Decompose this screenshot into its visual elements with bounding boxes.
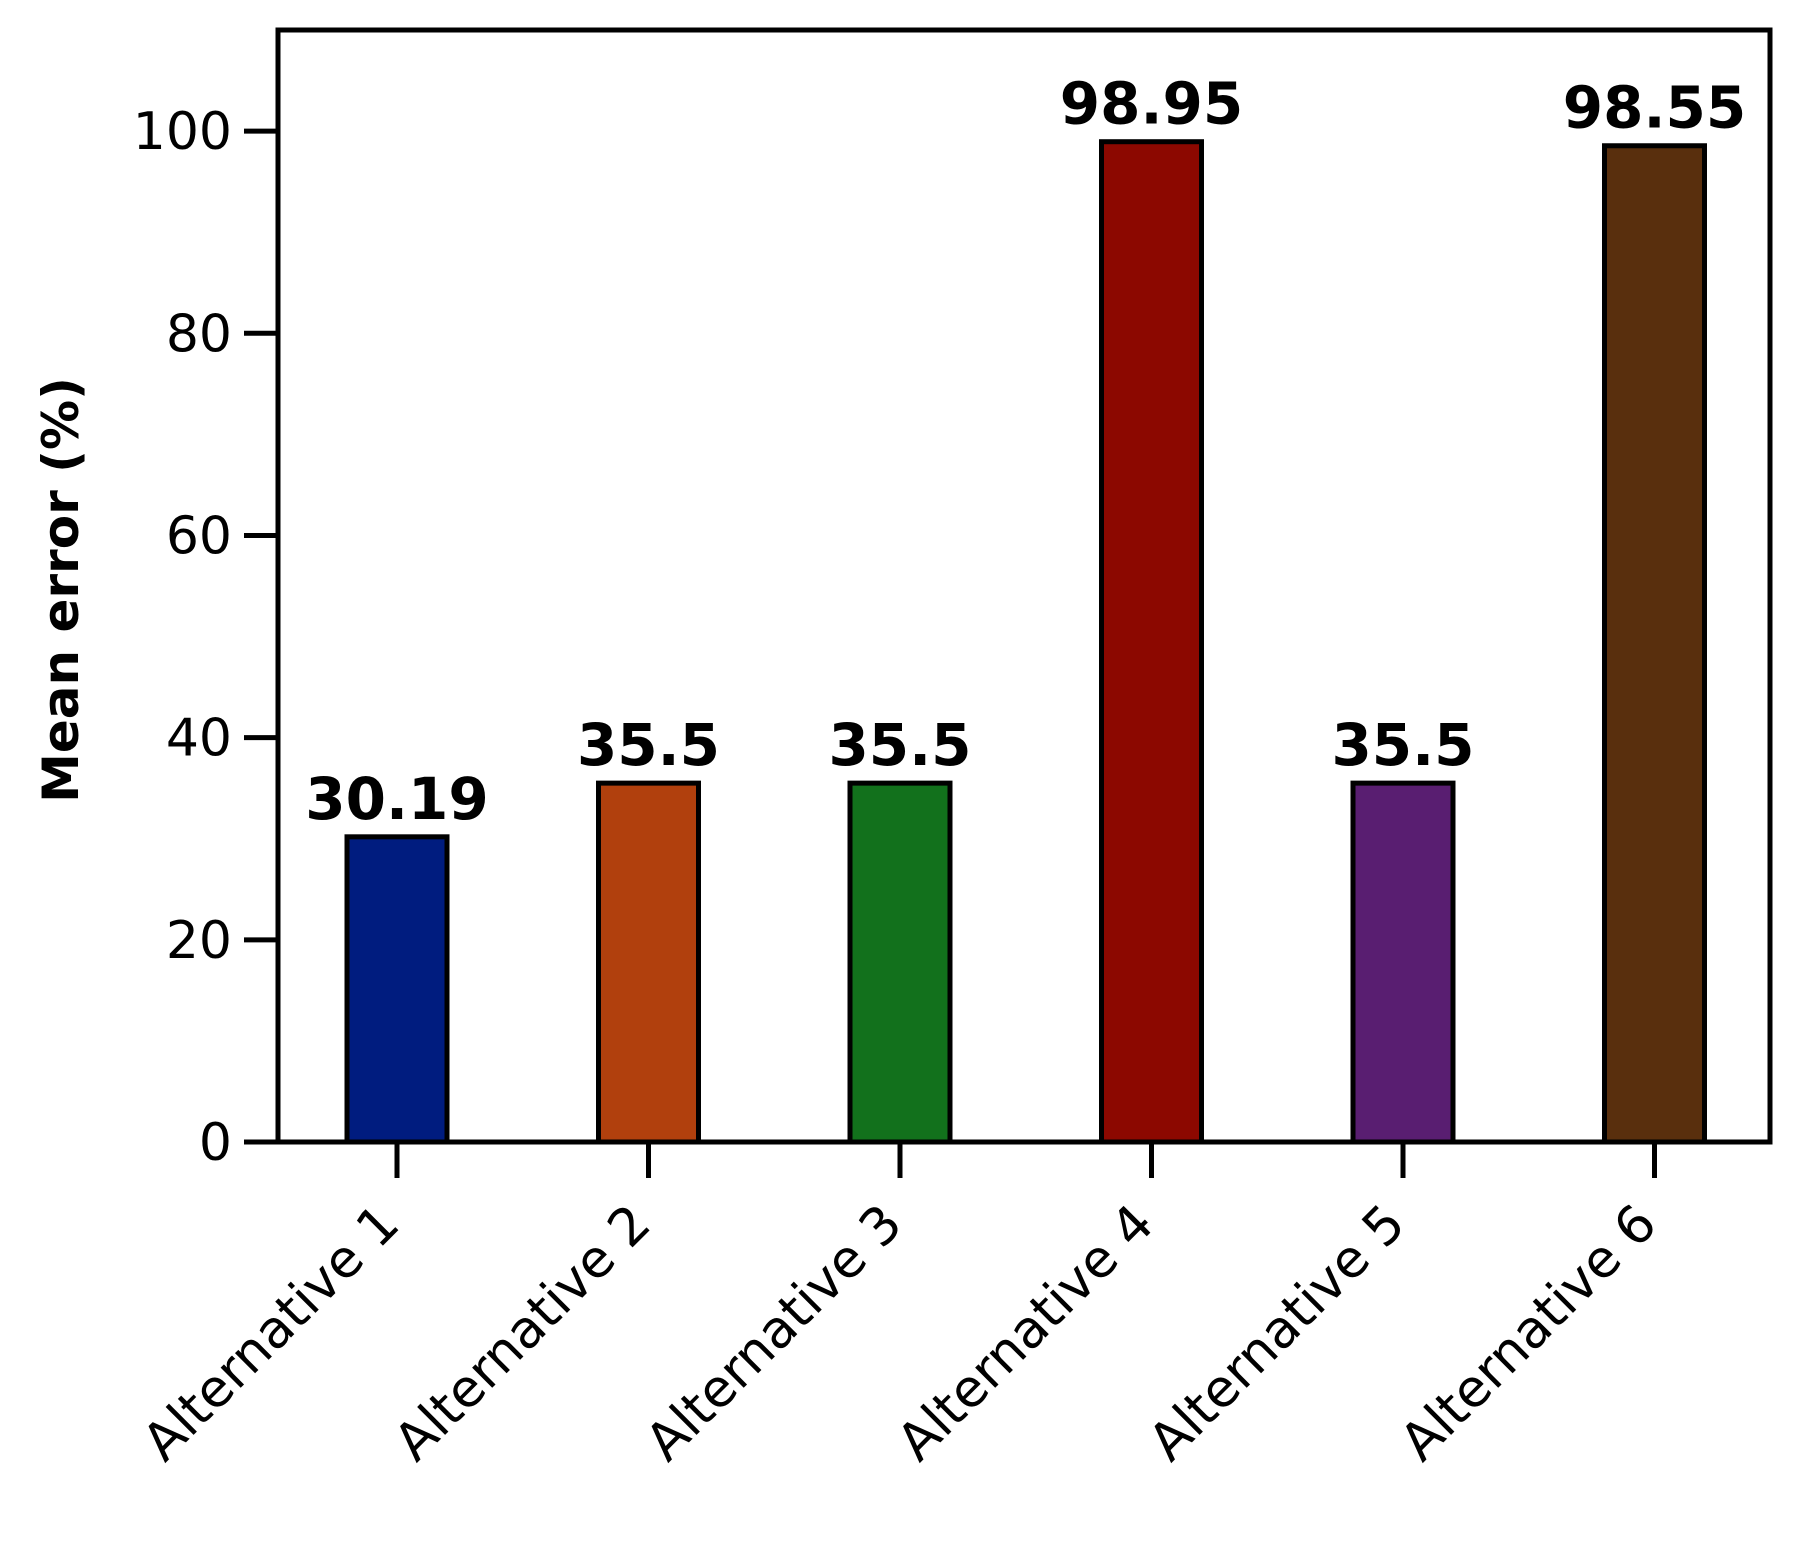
bar-5 [1350, 780, 1456, 1145]
x-tick-label: Alternative 5 [1138, 1193, 1417, 1472]
bars-layer [344, 139, 1707, 1145]
y-axis-title: Mean error (%) [32, 377, 90, 803]
x-tick-label: Alternative 3 [635, 1193, 914, 1472]
x-tick-label-group: Alternative 3 [635, 1193, 914, 1472]
bar-value-label: 98.55 [1563, 74, 1746, 142]
plot-frame [275, 27, 1773, 1145]
bar-value-label: 35.5 [577, 711, 720, 779]
x-tick-label: Alternative 2 [383, 1193, 662, 1472]
y-tick-label: 20 [166, 911, 232, 971]
labels-layer: 30.19 35.5 35.5 98.95 35.5 98.55 [305, 70, 1746, 833]
x-tick-label-group: Alternative 6 [1389, 1193, 1668, 1472]
bar-2 [596, 780, 701, 1145]
x-tick-label-group: Alternative 4 [886, 1193, 1165, 1472]
y-tick-label: 60 [166, 506, 232, 566]
bar-value-label: 35.5 [1331, 711, 1474, 779]
bar-4 [1099, 139, 1204, 1145]
bar-6 [1602, 143, 1707, 1145]
bar-value-label: 98.95 [1060, 70, 1243, 138]
y-tick-label: 0 [199, 1113, 232, 1173]
x-tick-label-group: Alternative 1 [132, 1193, 411, 1472]
x-tick-label-group: Alternative 2 [383, 1193, 662, 1472]
bar-value-label: 35.5 [828, 711, 971, 779]
bar-value-label: 30.19 [305, 765, 488, 833]
x-tick-label: Alternative 4 [886, 1193, 1165, 1472]
x-tick-label: Alternative 1 [132, 1193, 411, 1472]
bar-3 [847, 780, 953, 1145]
bar-1 [344, 834, 450, 1145]
x-tick-label: Alternative 6 [1389, 1193, 1668, 1472]
x-tick-label-group: Alternative 5 [1138, 1193, 1417, 1472]
y-tick-label: 100 [133, 102, 232, 162]
y-tick-label: 40 [166, 709, 232, 769]
y-tick-label: 80 [166, 304, 232, 364]
y-axis-title-group: Mean error (%) [32, 377, 90, 803]
